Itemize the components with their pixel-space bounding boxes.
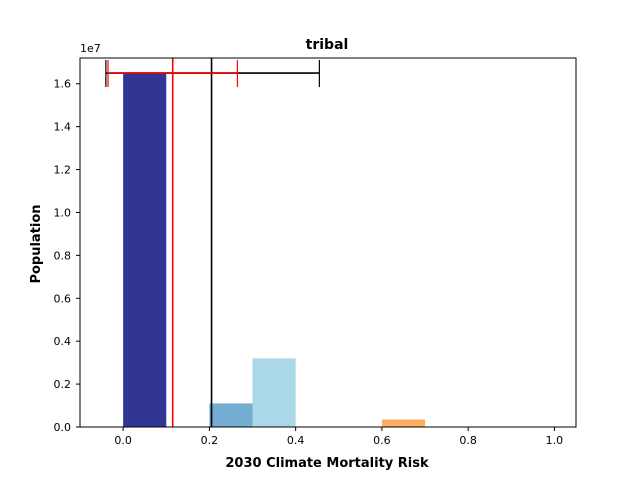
x-tick-label: 0.2 <box>201 434 219 447</box>
chart-title: tribal <box>306 37 349 53</box>
x-tick-label: 1.0 <box>546 434 564 447</box>
reference-lines-layer <box>105 58 320 427</box>
x-tick-label: 0.4 <box>287 434 305 447</box>
histogram-bar-1 <box>209 403 253 427</box>
y-tick-label: 1.2 <box>54 164 72 177</box>
y-tick-label: 0.8 <box>54 249 72 262</box>
plot-frame <box>79 57 577 428</box>
x-axis: 0.0 0.2 0.4 0.6 0.8 1.0 <box>114 427 563 447</box>
y-axis-offset-text: 1e7 <box>80 42 101 55</box>
y-tick-label: 1.0 <box>54 206 72 219</box>
x-tick-label: 0.0 <box>114 434 132 447</box>
histogram-bar-0 <box>123 73 167 427</box>
y-axis: 0.0 0.2 0.4 0.6 0.8 1.0 1.2 1.4 1.6 <box>54 78 80 434</box>
y-tick-label: 1.6 <box>54 78 72 91</box>
y-tick-label: 1.4 <box>54 121 72 134</box>
y-axis-label: Population <box>29 204 44 283</box>
x-tick-label: 0.8 <box>459 434 477 447</box>
y-tick-label: 0.6 <box>54 292 72 305</box>
histogram-bar-3 <box>381 419 426 427</box>
y-tick-label: 0.4 <box>54 335 72 348</box>
y-tick-label: 0.2 <box>54 378 72 391</box>
y-tick-label: 0.0 <box>54 421 72 434</box>
x-tick-label: 0.6 <box>373 434 391 447</box>
bars-layer <box>123 73 426 427</box>
x-axis-label: 2030 Climate Mortality Risk <box>225 456 429 471</box>
histogram-bar-2 <box>252 358 296 427</box>
